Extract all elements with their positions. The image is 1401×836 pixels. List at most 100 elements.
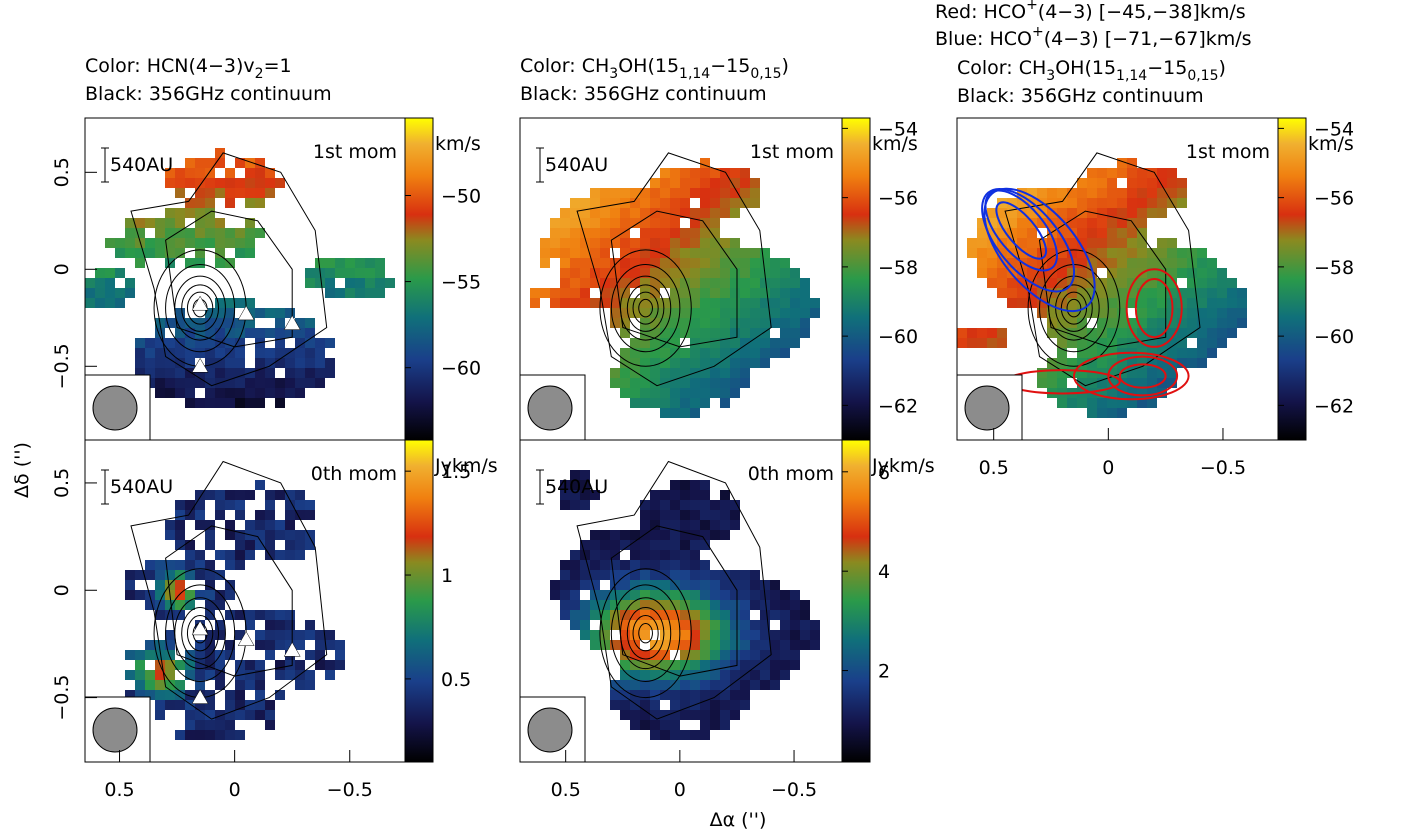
map-pixel [365, 268, 375, 278]
map-pixel [1167, 328, 1177, 338]
map-pixel [125, 690, 135, 700]
map-pixel [225, 258, 235, 268]
map-pixel [365, 258, 375, 268]
map-pixel [1077, 368, 1087, 378]
map-pixel [95, 278, 105, 288]
map-pixel [175, 730, 185, 740]
map-pixel [125, 650, 135, 660]
map-pixel [640, 670, 650, 680]
map-pixel [997, 288, 1007, 298]
map-pixel [710, 640, 720, 650]
map-pixel [305, 540, 315, 550]
map-pixel [1097, 178, 1107, 188]
map-pixel [1207, 258, 1217, 268]
map-pixel [710, 288, 720, 298]
map-pixel [185, 550, 195, 560]
map-pixel [85, 288, 95, 298]
map-pixel [690, 268, 700, 278]
map-pixel [155, 358, 165, 368]
map-pixel [710, 248, 720, 258]
map-pixel [1197, 258, 1207, 268]
map-pixel [225, 580, 235, 590]
map-pixel [640, 620, 650, 630]
map-pixel [135, 660, 145, 670]
map-pixel [1107, 178, 1117, 188]
map-pixel [730, 640, 740, 650]
map-pixel [630, 570, 640, 580]
map-pixel [730, 348, 740, 358]
map-pixel [275, 620, 285, 630]
map-pixel [690, 480, 700, 490]
map-pixel [165, 388, 175, 398]
map-pixel [1227, 328, 1237, 338]
map-pixel [175, 690, 185, 700]
map-pixel [770, 288, 780, 298]
map-pixel [640, 248, 650, 258]
map-pixel [245, 248, 255, 258]
map-pixel [760, 600, 770, 610]
map-pixel [660, 530, 670, 540]
y-axis-label: Δδ ('') [11, 442, 33, 498]
map-pixel [660, 590, 670, 600]
map-pixel [650, 198, 660, 208]
map-pixel [690, 238, 700, 248]
map-pixel [185, 398, 195, 408]
map-pixel [285, 660, 295, 670]
map-pixel [790, 318, 800, 328]
map-pixel [670, 580, 680, 590]
map-pixel [195, 258, 205, 268]
map-pixel [690, 500, 700, 510]
map-pixel [1117, 208, 1127, 218]
map-pixel [215, 348, 225, 358]
map-pixel [640, 258, 650, 268]
map-pixel [660, 550, 670, 560]
map-pixel [550, 248, 560, 258]
map-pixel [590, 570, 600, 580]
map-pixel [780, 318, 790, 328]
map-pixel [1077, 278, 1087, 288]
contour [599, 568, 692, 699]
y-tick-label: 0 [51, 263, 73, 275]
map-pixel [690, 398, 700, 408]
map-pixel [720, 590, 730, 600]
scalebar-label: 540AU [110, 476, 173, 498]
map-pixel [770, 308, 780, 318]
map-pixel [195, 328, 205, 338]
colorbar-tick-label: −58 [878, 257, 918, 279]
map-pixel [730, 298, 740, 308]
map-pixel [810, 308, 820, 318]
map-pixel [1157, 368, 1167, 378]
map-pixel [670, 228, 680, 238]
map-pixel [1157, 208, 1167, 218]
map-pixel [977, 328, 987, 338]
map-pixel [1057, 228, 1067, 238]
map-pixel [570, 500, 580, 510]
map-pixel [325, 660, 335, 670]
map-pixel [305, 510, 315, 520]
map-pixel [1077, 338, 1087, 348]
map-pixel [690, 620, 700, 630]
map-pixel [660, 218, 670, 228]
map-pixel [730, 680, 740, 690]
map-pixel [650, 358, 660, 368]
map-pixel [235, 530, 245, 540]
map-pixel [660, 670, 670, 680]
map-pixel [165, 680, 175, 690]
map-pixel [790, 640, 800, 650]
map-pixel [750, 298, 760, 308]
map-pixel [185, 318, 195, 328]
map-pixel [680, 600, 690, 610]
map-pixel [295, 500, 305, 510]
map-pixel [710, 178, 720, 188]
map-pixel [1147, 338, 1157, 348]
map-pixel [1167, 248, 1177, 258]
map-pixel [740, 358, 750, 368]
map-pixel [155, 560, 165, 570]
map-pixel [760, 258, 770, 268]
map-pixel [335, 640, 345, 650]
map-pixel [1137, 198, 1147, 208]
map-pixel [1037, 378, 1047, 388]
map-pixel [810, 630, 820, 640]
map-pixel [640, 710, 650, 720]
map-pixel [670, 308, 680, 318]
